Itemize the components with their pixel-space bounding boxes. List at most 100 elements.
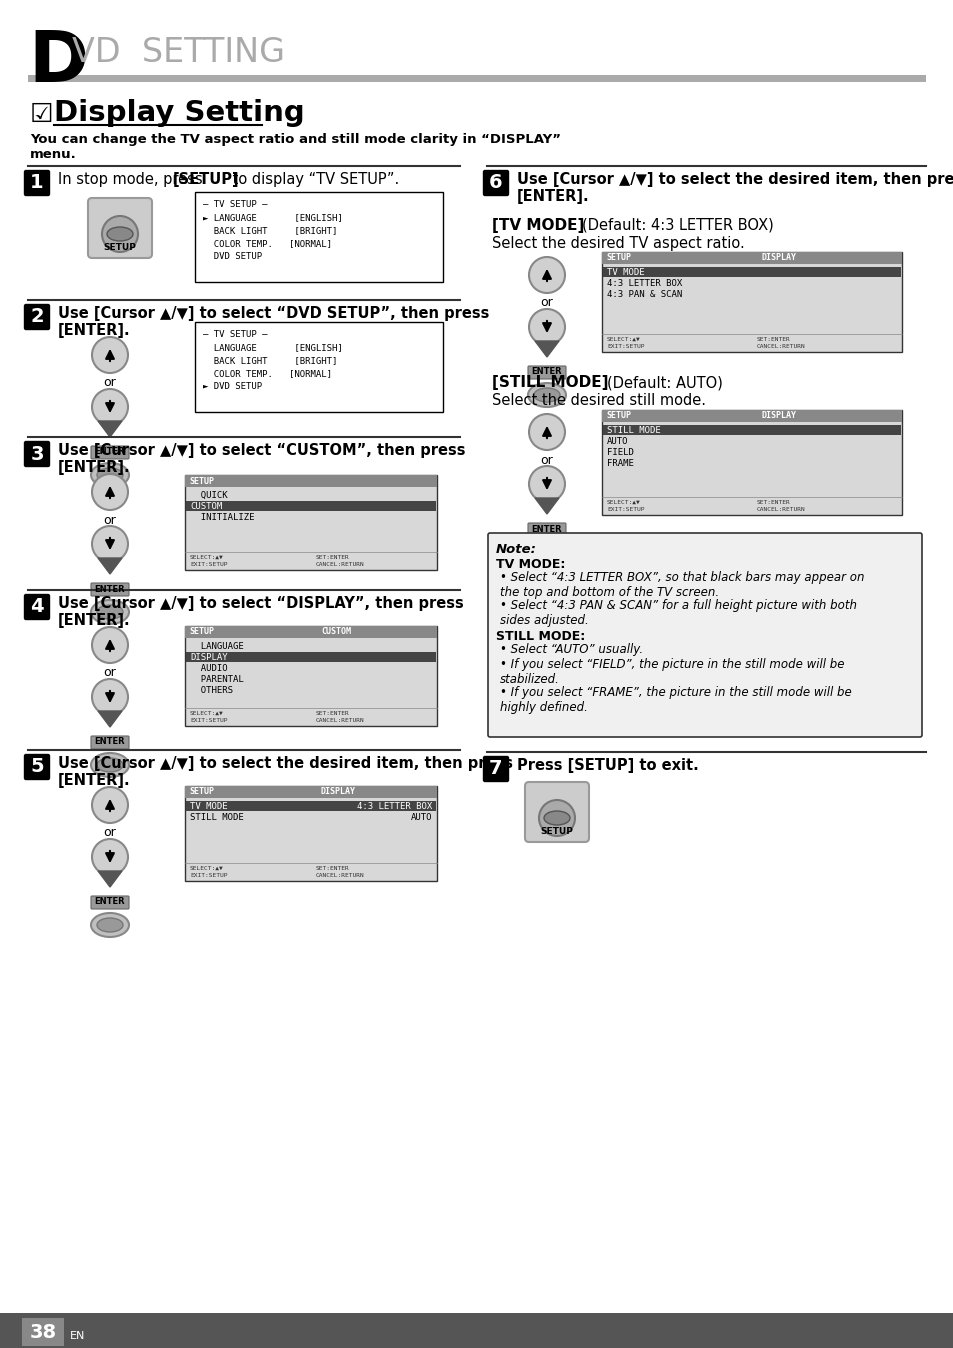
FancyBboxPatch shape	[25, 594, 50, 620]
Text: Use [Cursor ▲/▼] to select “DVD SETUP”, then press
[ENTER].: Use [Cursor ▲/▼] to select “DVD SETUP”, …	[58, 306, 489, 338]
Text: FIELD: FIELD	[606, 448, 633, 457]
Text: ENTER: ENTER	[94, 898, 125, 906]
Text: LANGUAGE: LANGUAGE	[190, 642, 244, 651]
FancyBboxPatch shape	[488, 532, 921, 737]
Polygon shape	[98, 421, 122, 437]
Bar	[186, 652, 436, 662]
Text: PARENTAL: PARENTAL	[190, 675, 244, 683]
Text: ENTER: ENTER	[531, 524, 561, 534]
Ellipse shape	[534, 388, 559, 402]
Bar	[0, 1313, 953, 1348]
Ellipse shape	[91, 754, 129, 776]
Text: D: D	[28, 28, 88, 97]
Text: FRAME: FRAME	[606, 460, 633, 468]
Ellipse shape	[543, 811, 569, 825]
Text: (Default: 4:3 LETTER BOX): (Default: 4:3 LETTER BOX)	[581, 218, 773, 233]
Text: 4: 4	[30, 597, 44, 616]
Text: ENTER: ENTER	[94, 585, 125, 593]
Text: SET:ENTER: SET:ENTER	[757, 500, 790, 506]
Text: Display Setting: Display Setting	[54, 98, 304, 127]
FancyBboxPatch shape	[91, 446, 129, 460]
Text: ☑: ☑	[30, 102, 53, 128]
Text: Use [Cursor ▲/▼] to select the desired item, then press
[ENTER].: Use [Cursor ▲/▼] to select the desired i…	[517, 173, 953, 205]
Text: ENTER: ENTER	[94, 448, 125, 457]
Text: SETUP: SETUP	[605, 411, 630, 421]
Text: • If you select “FIELD”, the picture in the still mode will be
stabilized.: • If you select “FIELD”, the picture in …	[499, 658, 843, 686]
Bar	[186, 501, 436, 511]
Ellipse shape	[91, 600, 129, 624]
Text: SET:ENTER: SET:ENTER	[315, 865, 350, 871]
Text: STILL MODE: STILL MODE	[606, 426, 660, 435]
Text: INITIALIZE: INITIALIZE	[190, 514, 254, 522]
Text: • If you select “FRAME”, the picture in the still mode will be
highly defined.: • If you select “FRAME”, the picture in …	[499, 686, 851, 714]
Text: to display “TV SETUP”.: to display “TV SETUP”.	[228, 173, 399, 187]
Text: 1: 1	[30, 174, 44, 193]
Ellipse shape	[97, 758, 123, 772]
Text: CUSTOM: CUSTOM	[190, 501, 222, 511]
Circle shape	[91, 627, 128, 663]
Bar	[601, 252, 901, 264]
Text: 6: 6	[489, 174, 502, 193]
Text: Select the desired still mode.: Select the desired still mode.	[492, 394, 705, 408]
FancyBboxPatch shape	[483, 756, 508, 782]
Text: 2: 2	[30, 307, 44, 326]
Text: [SETUP]: [SETUP]	[172, 173, 239, 187]
Text: EN: EN	[70, 1330, 85, 1341]
Text: ► DVD SETUP: ► DVD SETUP	[203, 381, 262, 391]
Circle shape	[529, 309, 564, 345]
Text: EXIT:SETUP: EXIT:SETUP	[606, 507, 644, 512]
Circle shape	[91, 526, 128, 562]
Circle shape	[91, 390, 128, 425]
Text: Note:: Note:	[496, 543, 537, 555]
Bar	[602, 267, 900, 276]
Text: CANCEL:RETURN: CANCEL:RETURN	[757, 344, 805, 349]
Circle shape	[91, 337, 128, 373]
FancyBboxPatch shape	[527, 367, 565, 379]
Circle shape	[91, 474, 128, 510]
Text: 38: 38	[30, 1322, 56, 1341]
Bar	[194, 322, 442, 412]
Text: [TV MODE]: [TV MODE]	[492, 218, 584, 233]
Text: • Select “AUTO” usually.: • Select “AUTO” usually.	[499, 643, 642, 656]
Bar	[185, 786, 436, 882]
Text: DISPLAY: DISPLAY	[761, 411, 796, 421]
Text: SET:ENTER: SET:ENTER	[757, 337, 790, 342]
Text: EXIT:SETUP: EXIT:SETUP	[190, 562, 227, 568]
Text: SELECT:▲▼: SELECT:▲▼	[606, 337, 640, 342]
Text: – TV SETUP –: – TV SETUP –	[203, 330, 267, 338]
Text: TV MODE: TV MODE	[190, 802, 228, 811]
Text: 4:3 LETTER BOX: 4:3 LETTER BOX	[606, 279, 681, 288]
Bar	[194, 191, 442, 282]
Text: DISPLAY: DISPLAY	[320, 787, 355, 797]
Text: CANCEL:RETURN: CANCEL:RETURN	[757, 507, 805, 512]
Text: CANCEL:RETURN: CANCEL:RETURN	[315, 874, 364, 878]
Text: Use [Cursor ▲/▼] to select the desired item, then press
[ENTER].: Use [Cursor ▲/▼] to select the desired i…	[58, 756, 513, 789]
Bar	[185, 625, 436, 727]
Text: 7: 7	[489, 759, 502, 779]
Bar	[185, 474, 436, 570]
Text: CANCEL:RETURN: CANCEL:RETURN	[315, 718, 364, 723]
Text: or: or	[104, 514, 116, 527]
FancyBboxPatch shape	[25, 170, 50, 195]
Text: COLOR TEMP.   [NORMAL]: COLOR TEMP. [NORMAL]	[203, 239, 332, 248]
Text: SET:ENTER: SET:ENTER	[315, 710, 350, 716]
Circle shape	[91, 787, 128, 824]
Text: SELECT:▲▼: SELECT:▲▼	[190, 865, 224, 871]
Text: TV MODE: TV MODE	[606, 268, 644, 276]
Bar	[185, 474, 436, 487]
Circle shape	[102, 216, 138, 252]
FancyBboxPatch shape	[527, 523, 565, 537]
Text: ENTER: ENTER	[94, 737, 125, 747]
Text: Press [SETUP] to exit.: Press [SETUP] to exit.	[517, 758, 698, 772]
Text: SETUP: SETUP	[189, 628, 213, 636]
Circle shape	[538, 799, 575, 836]
Bar	[601, 410, 901, 422]
Ellipse shape	[534, 545, 559, 559]
Ellipse shape	[91, 913, 129, 937]
Bar	[186, 801, 436, 811]
Text: EXIT:SETUP: EXIT:SETUP	[190, 874, 227, 878]
Bar	[601, 252, 901, 352]
Text: ENTER: ENTER	[531, 368, 561, 376]
Text: LANGUAGE       [ENGLISH]: LANGUAGE [ENGLISH]	[203, 342, 342, 352]
Bar	[602, 425, 900, 435]
